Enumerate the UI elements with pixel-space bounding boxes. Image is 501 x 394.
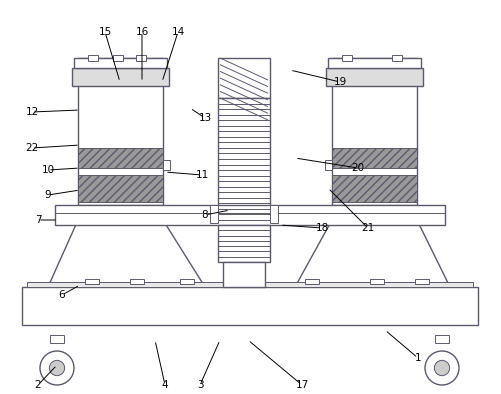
Bar: [325, 160, 332, 170]
Text: 7: 7: [35, 215, 41, 225]
Bar: [27, 282, 473, 287]
Bar: [180, 279, 194, 284]
Text: 21: 21: [361, 223, 375, 233]
Bar: [332, 175, 417, 202]
Circle shape: [425, 351, 459, 385]
Polygon shape: [48, 220, 205, 287]
Bar: [50, 335, 64, 343]
Bar: [370, 279, 384, 284]
Text: 20: 20: [351, 163, 365, 173]
Text: 13: 13: [198, 113, 211, 123]
Bar: [326, 68, 423, 86]
Circle shape: [434, 361, 450, 375]
Bar: [22, 287, 478, 325]
Bar: [305, 279, 319, 284]
Bar: [113, 55, 123, 61]
Bar: [72, 68, 169, 86]
Bar: [163, 160, 170, 170]
Text: 3: 3: [197, 380, 203, 390]
Circle shape: [40, 351, 74, 385]
Text: 18: 18: [315, 223, 329, 233]
Bar: [74, 58, 167, 68]
Bar: [435, 335, 449, 343]
Bar: [218, 225, 270, 262]
Bar: [136, 55, 146, 61]
Bar: [342, 55, 352, 61]
Bar: [415, 279, 429, 284]
Text: 9: 9: [45, 190, 51, 200]
Text: 1: 1: [415, 353, 421, 363]
Text: 17: 17: [296, 380, 309, 390]
Bar: [55, 205, 445, 225]
Bar: [210, 205, 218, 223]
Bar: [88, 55, 98, 61]
Text: 12: 12: [26, 107, 39, 117]
Bar: [223, 262, 265, 287]
Text: 16: 16: [135, 27, 149, 37]
Text: 19: 19: [333, 77, 347, 87]
Bar: [328, 58, 421, 68]
Bar: [130, 279, 144, 284]
Text: 4: 4: [162, 380, 168, 390]
Text: 14: 14: [171, 27, 185, 37]
Bar: [332, 148, 417, 168]
Bar: [332, 58, 417, 205]
Text: 6: 6: [59, 290, 65, 300]
Bar: [218, 98, 270, 220]
Circle shape: [50, 361, 65, 375]
Bar: [85, 279, 99, 284]
Bar: [78, 175, 163, 202]
Text: 11: 11: [195, 170, 208, 180]
Text: 8: 8: [202, 210, 208, 220]
Bar: [392, 55, 402, 61]
Text: 22: 22: [26, 143, 39, 153]
Bar: [270, 205, 278, 223]
Bar: [78, 148, 163, 168]
Bar: [78, 58, 163, 205]
Bar: [218, 58, 270, 98]
Text: 15: 15: [98, 27, 112, 37]
Text: 10: 10: [42, 165, 55, 175]
Text: 2: 2: [35, 380, 41, 390]
Polygon shape: [295, 220, 450, 287]
